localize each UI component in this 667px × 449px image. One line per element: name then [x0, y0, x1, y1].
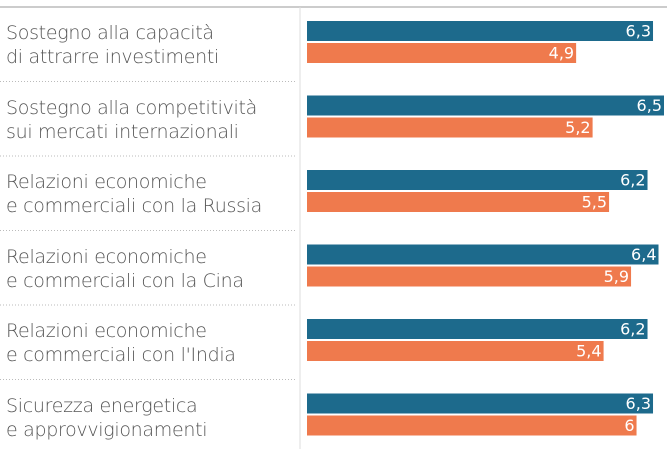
bar	[307, 170, 648, 190]
value-label: 5,2	[565, 118, 590, 137]
value-label: 5,5	[582, 193, 607, 212]
value-label: 6,4	[631, 245, 656, 264]
bar	[307, 393, 654, 414]
bar	[307, 266, 632, 287]
value-label: 6,3	[626, 22, 651, 41]
bar	[307, 95, 664, 116]
value-label: 5,9	[604, 267, 629, 286]
value-label: 6,2	[620, 320, 645, 339]
category-label: Sostegno alla capacità di attrarre inves…	[6, 22, 219, 68]
bar	[307, 21, 654, 41]
category-label: Relazioni economiche e commerciali con l…	[6, 171, 262, 217]
bar	[307, 341, 604, 361]
bar	[307, 244, 659, 265]
value-label: 4,9	[549, 44, 574, 63]
value-label: 6,2	[620, 171, 645, 190]
value-label: 5,4	[576, 342, 601, 361]
value-label: 6,3	[626, 394, 651, 413]
category-label: Sostegno alla competitività sui mercati …	[6, 96, 258, 143]
bar	[307, 319, 648, 339]
bar	[307, 43, 577, 63]
value-label: 6,5	[637, 96, 662, 115]
bar	[307, 415, 637, 436]
category-label: Relazioni economiche e commerciali con l…	[6, 245, 244, 292]
value-label: 6	[624, 416, 634, 435]
category-label: Relazioni economiche e commerciali con l…	[6, 320, 236, 366]
bar	[307, 192, 610, 212]
bar	[307, 117, 593, 138]
category-label: Sicurezza energetica e approvvigionament…	[6, 394, 208, 441]
